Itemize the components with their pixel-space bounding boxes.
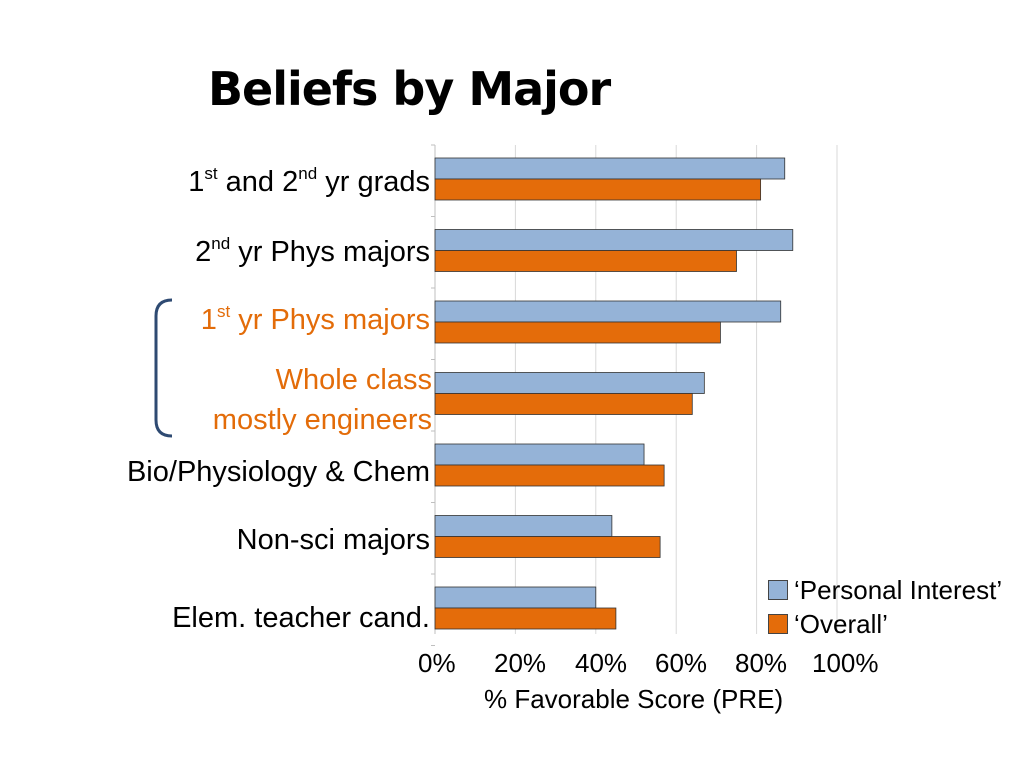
legend-label-personal-interest: ‘Personal Interest’ <box>794 574 1003 605</box>
category-label-6: Elem. teacher cand. <box>172 602 430 635</box>
legend-swatch-overall <box>768 614 788 634</box>
x-tick-label-5: 100% <box>812 648 879 678</box>
bracket <box>154 298 173 438</box>
x-axis-label: % Favorable Score (PRE) <box>484 684 784 714</box>
label-text: yr Phys majors <box>230 236 430 268</box>
legend-item-overall: ‘Overall’ <box>768 608 888 639</box>
x-tick-label-3: 60% <box>655 648 708 678</box>
ordinal-suffix: nd <box>298 164 318 183</box>
x-tick-label-1: 20% <box>494 648 547 678</box>
label-text: yr Phys majors <box>230 304 430 336</box>
x-tick-label-0: 0% <box>418 648 456 678</box>
category-label-4: Bio/Physiology & Chem <box>127 456 430 489</box>
category-label-5: Non-sci majors <box>237 524 430 557</box>
annotation-line-1: Whole class <box>275 364 432 396</box>
ordinal-suffix: nd <box>211 234 231 253</box>
bar-personal-interest-1 <box>434 229 794 251</box>
legend-swatch-personal-interest <box>768 580 788 600</box>
bar-personal-interest-5 <box>434 515 613 537</box>
label-text: Non-sci majors <box>236 524 430 556</box>
label-text: and 2 <box>217 166 299 198</box>
annotation: Whole class mostly engineers <box>213 360 432 440</box>
bar-overall-2 <box>434 321 721 344</box>
bar-overall-4 <box>434 464 665 487</box>
label-text: 2 <box>195 236 212 268</box>
x-tick-label-2: 40% <box>575 648 628 678</box>
bar-overall-1 <box>434 250 737 272</box>
label-text: Bio/Physiology & Chem <box>126 456 430 488</box>
x-tick-label-4: 80% <box>735 648 788 678</box>
label-text: Elem. teacher cand. <box>172 602 430 634</box>
bar-overall-5 <box>434 536 661 558</box>
legend-label-overall: ‘Overall’ <box>794 608 888 639</box>
category-label-1: 2nd yr Phys majors <box>195 234 430 269</box>
annotation-line-2: mostly engineers <box>212 404 432 436</box>
bar-overall-3 <box>434 393 693 415</box>
category-label-2: 1st yr Phys majors <box>200 302 430 337</box>
ordinal-suffix: st <box>216 302 231 321</box>
label-text: 1 <box>188 166 205 198</box>
bar-personal-interest-3 <box>434 372 705 394</box>
legend-item-personal-interest: ‘Personal Interest’ <box>768 574 1003 605</box>
bar-personal-interest-2 <box>434 300 782 323</box>
ordinal-suffix: st <box>204 164 218 183</box>
label-text: yr grads <box>317 166 430 198</box>
label-text: 1 <box>200 304 217 336</box>
bar-personal-interest-0 <box>434 157 786 180</box>
bar-overall-0 <box>434 178 762 201</box>
bar-overall-6 <box>434 607 617 630</box>
bar-personal-interest-6 <box>434 586 597 609</box>
category-label-0: 1st and 2nd yr grads <box>188 164 430 199</box>
chart-title: Beliefs by Major <box>208 62 611 116</box>
bar-personal-interest-4 <box>434 443 645 466</box>
